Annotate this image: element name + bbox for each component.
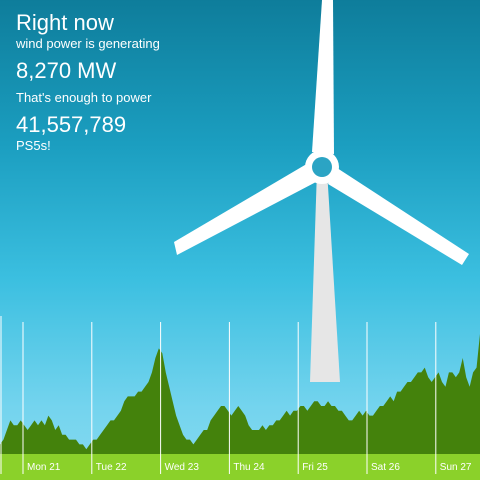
- equivalent-caption: That's enough to power: [16, 90, 152, 105]
- generation-area: [0, 334, 480, 454]
- turbine-blade-right: [328, 166, 469, 265]
- day-label: Wed 23: [165, 462, 200, 473]
- turbine-blade-top: [312, 0, 334, 154]
- day-label: Sun 27: [440, 462, 472, 473]
- day-label: Tue 22: [96, 462, 127, 473]
- headline: Right now: [16, 10, 114, 35]
- stats-panel: Right now wind power is generating 8,270…: [16, 10, 160, 154]
- turbine-hub-center: [312, 157, 332, 177]
- turbine-tower: [310, 170, 340, 382]
- day-label: Sat 26: [371, 462, 400, 473]
- day-label: Mon 21: [27, 462, 61, 473]
- turbine-blade-left: [174, 162, 316, 255]
- day-label: Fri 25: [302, 462, 328, 473]
- ground-strip: [0, 454, 480, 480]
- generating-caption: wind power is generating: [16, 36, 160, 51]
- power-output: 8,270 MW: [16, 58, 117, 83]
- day-label: Thu 24: [233, 462, 265, 473]
- device-count: 41,557,789: [16, 112, 127, 137]
- device-unit: PS5s!: [16, 138, 51, 153]
